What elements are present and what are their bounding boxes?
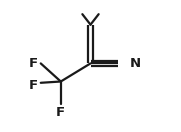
Text: N: N xyxy=(129,57,140,70)
Text: F: F xyxy=(56,106,65,119)
Text: F: F xyxy=(29,57,38,70)
Text: F: F xyxy=(29,79,38,92)
